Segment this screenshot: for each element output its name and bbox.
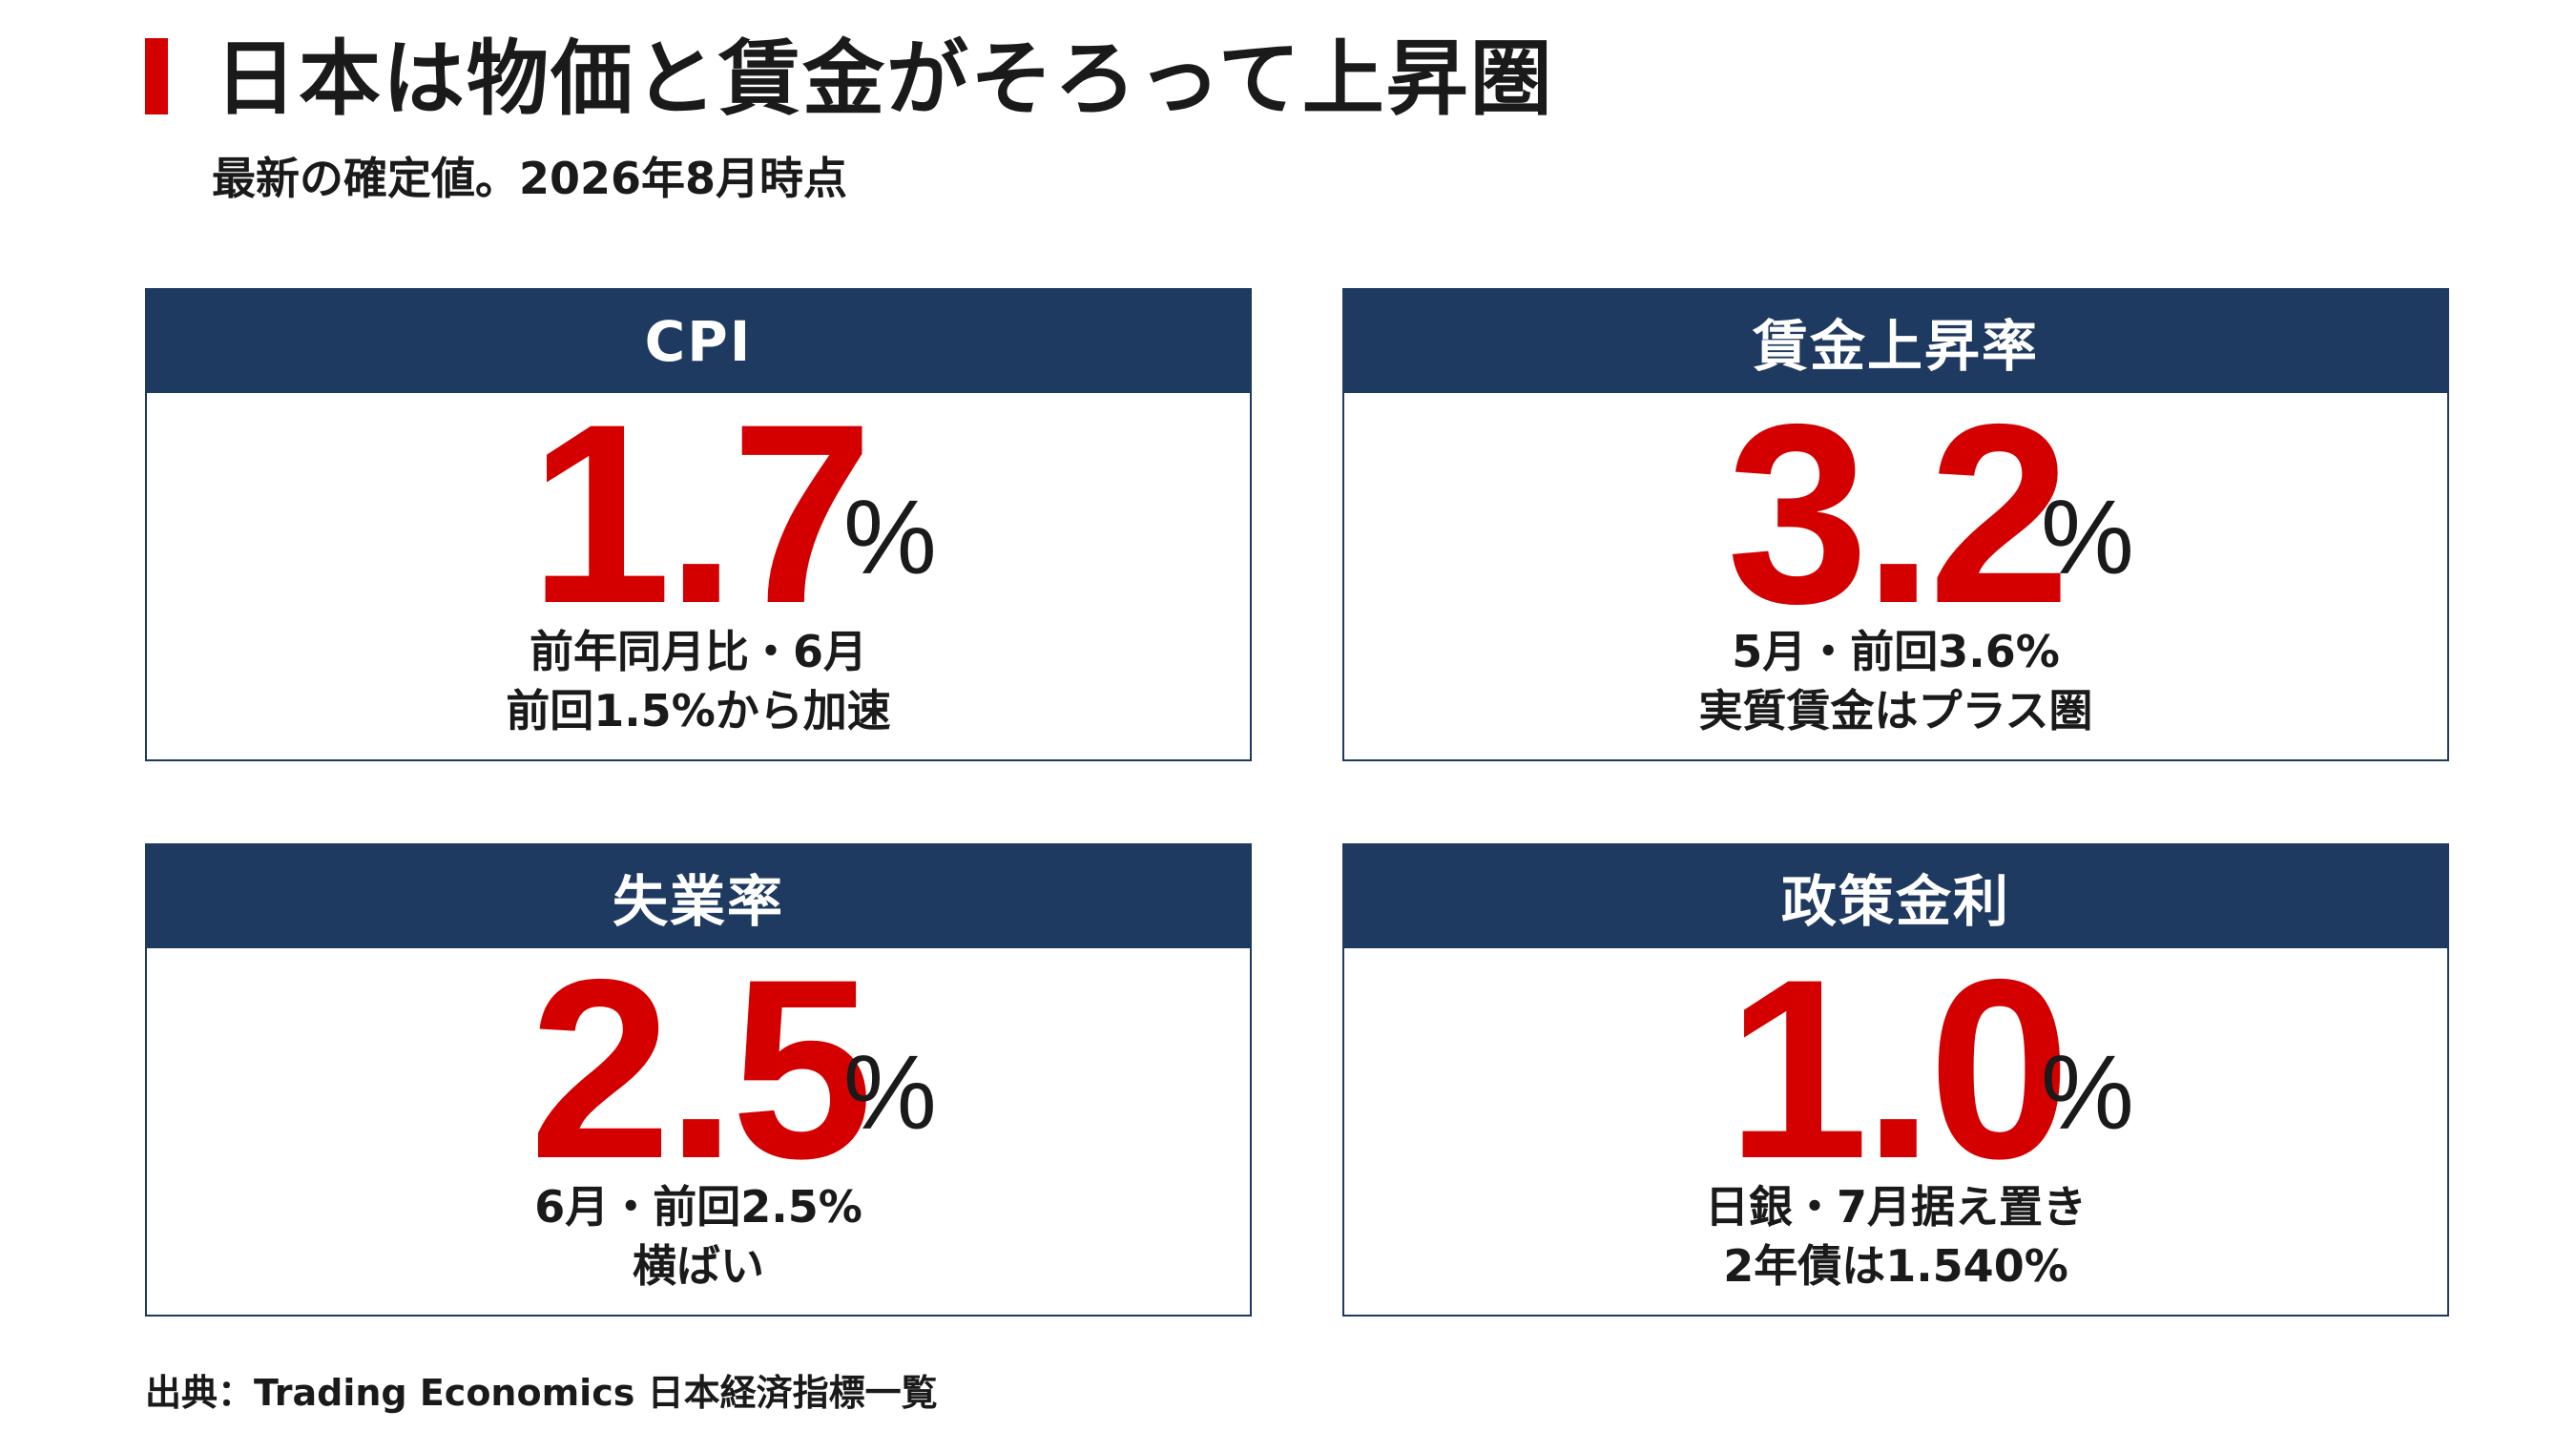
card-policy-rate: 政策金利 1.0 % 日銀・7月据え置き 2年債は1.540%	[1342, 843, 2449, 1317]
card-header: 失業率	[147, 845, 1250, 948]
source-note: 出典：Trading Economics 日本経済指標一覧	[145, 1372, 938, 1414]
card-unemployment: 失業率 2.5 % 6月・前回2.5% 横ばい	[145, 843, 1252, 1317]
metric-unit: %	[2041, 479, 2134, 596]
page-subtitle: 最新の確定値。2026年8月時点	[212, 153, 848, 204]
metric-value: 2.5	[529, 925, 874, 1212]
page-title: 日本は物価と賃金がそろって上昇圏	[215, 31, 1554, 127]
metric-unit: %	[843, 1034, 937, 1151]
value-row: 1.0 %	[1344, 941, 2447, 1196]
metric-note-line2: 前回1.5%から加速	[506, 685, 891, 736]
metric-note-line1: 前年同月比・6月	[529, 626, 867, 677]
metric-unit: %	[843, 479, 937, 596]
value-row: 2.5 %	[147, 941, 1250, 1196]
metric-note-line1: 日銀・7月据え置き	[1704, 1181, 2087, 1233]
metric-note-line1: 5月・前回3.6%	[1732, 626, 2060, 677]
metric-value: 1.0	[1726, 925, 2071, 1212]
metric-note-line2: 2年債は1.540%	[1723, 1240, 2068, 1292]
metric-value: 3.2	[1726, 370, 2071, 656]
metric-note-line2: 横ばい	[633, 1240, 764, 1292]
metric-value: 1.7	[529, 370, 874, 656]
card-header: CPI	[147, 290, 1250, 393]
metric-note-line2: 実質賃金はプラス圏	[1698, 685, 2093, 736]
value-row: 3.2 %	[1344, 385, 2447, 641]
title-accent-bar	[145, 38, 168, 114]
metric-note-line1: 6月・前回2.5%	[534, 1181, 862, 1233]
card-wage-growth: 賃金上昇率 3.2 % 5月・前回3.6% 実質賃金はプラス圏	[1342, 288, 2449, 761]
value-row: 1.7 %	[147, 385, 1250, 641]
card-cpi: CPI 1.7 % 前年同月比・6月 前回1.5%から加速	[145, 288, 1252, 761]
metric-unit: %	[2041, 1034, 2134, 1151]
card-header: 賃金上昇率	[1344, 290, 2447, 393]
card-header: 政策金利	[1344, 845, 2447, 948]
